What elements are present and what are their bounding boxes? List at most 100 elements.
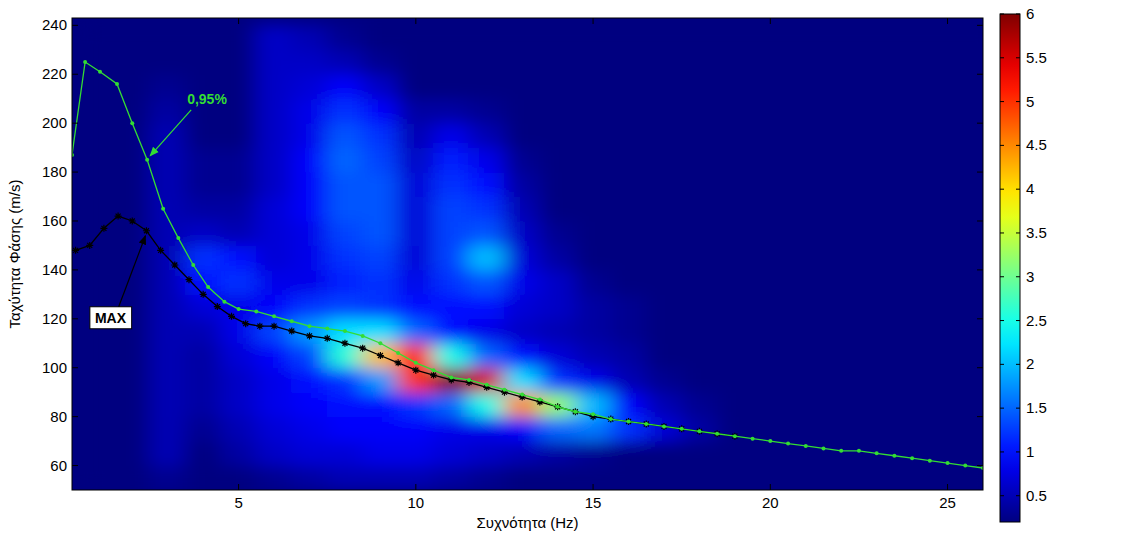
y-tick <box>72 25 78 26</box>
heatmap-cell <box>823 74 859 99</box>
heatmap-cell <box>114 49 150 74</box>
x-tick-label: 20 <box>762 494 779 511</box>
heatmap-cell <box>858 294 894 319</box>
series-marker <box>644 422 648 426</box>
heatmap-cell <box>362 74 398 99</box>
series-marker <box>768 439 772 443</box>
series-marker <box>414 361 418 365</box>
heatmap-cell <box>681 343 717 368</box>
heatmap-cell <box>646 123 682 148</box>
heatmap-cell <box>717 49 753 74</box>
heatmap-cell <box>610 465 646 490</box>
heatmap-cell <box>220 367 256 392</box>
heatmap-cell <box>539 49 575 74</box>
heatmap-cell <box>752 294 788 319</box>
series-marker <box>697 429 701 433</box>
y-tick <box>977 74 983 75</box>
series-marker <box>130 121 134 125</box>
heatmap-cell <box>149 416 185 441</box>
heatmap-cell <box>894 465 930 490</box>
colorbar-tick <box>1016 145 1020 146</box>
heatmap-cell <box>149 269 185 294</box>
x-tick <box>593 18 594 24</box>
x-tick <box>947 18 948 24</box>
heatmap-cell <box>185 245 221 270</box>
heatmap-cell <box>220 49 256 74</box>
heatmap-cell <box>681 123 717 148</box>
heatmap-cell <box>362 294 398 319</box>
heatmap-cell <box>646 343 682 368</box>
heatmap-cell <box>610 196 646 221</box>
heatmap-cell <box>291 98 327 123</box>
y-tick-label: 240 <box>42 16 67 33</box>
heatmap-cell <box>256 392 292 417</box>
heatmap-cell <box>681 367 717 392</box>
heatmap-cell <box>469 416 505 441</box>
heatmap-cell <box>575 441 611 466</box>
heatmap-cell <box>469 25 505 50</box>
heatmap-cell <box>114 367 150 392</box>
heatmap-cell <box>469 294 505 319</box>
heatmap-cell <box>575 220 611 245</box>
series-marker <box>200 291 207 298</box>
heatmap-cell <box>256 416 292 441</box>
y-axis-title: Ταχύτητα Φάσης (m/s) <box>6 180 23 329</box>
heatmap-cell <box>788 98 824 123</box>
heatmap-cell <box>965 416 983 441</box>
series-marker <box>536 398 543 405</box>
heatmap-cell <box>149 441 185 466</box>
heatmap-cell <box>79 441 115 466</box>
heatmap-cell <box>79 196 115 221</box>
heatmap-cell <box>929 172 965 197</box>
heatmap-cell <box>539 74 575 99</box>
heatmap-cell <box>362 441 398 466</box>
heatmap-cell <box>433 294 469 319</box>
heatmap-cell <box>610 123 646 148</box>
heatmap-cell <box>256 318 292 343</box>
heatmap-cell <box>433 196 469 221</box>
heatmap-cell <box>79 147 115 172</box>
colorbar-tick <box>1000 320 1004 321</box>
heatmap-cell <box>717 392 753 417</box>
colorbar-tick <box>1000 145 1004 146</box>
heatmap-cell <box>469 196 505 221</box>
colorbar-scale <box>1000 14 1020 522</box>
heatmap-cell <box>185 123 221 148</box>
colorbar-tick-label: 5 <box>1026 93 1034 110</box>
heatmap-cell <box>256 367 292 392</box>
series-marker <box>786 442 790 446</box>
heatmap-cell <box>965 318 983 343</box>
heatmap-cell <box>681 294 717 319</box>
series-marker <box>928 459 932 463</box>
heatmap-cell <box>823 318 859 343</box>
heatmap-cell <box>539 392 575 417</box>
heatmap-cell <box>858 441 894 466</box>
y-tick-label: 120 <box>42 310 67 327</box>
heatmap-cell <box>858 343 894 368</box>
colorbar-tick-label: 2 <box>1026 355 1034 372</box>
heatmap-cell <box>220 196 256 221</box>
series-marker <box>963 464 967 468</box>
y-tick-label: 80 <box>50 408 67 425</box>
heatmap-cell <box>681 147 717 172</box>
heatmap-cell <box>220 465 256 490</box>
heatmap-cell <box>149 74 185 99</box>
heatmap-cell <box>469 392 505 417</box>
series-marker <box>185 276 192 283</box>
colorbar: 0.511.522.533.544.555.56 <box>1000 5 1047 522</box>
heatmap-cell <box>256 147 292 172</box>
heatmap-cell <box>185 392 221 417</box>
colorbar-tick <box>1016 276 1020 277</box>
series-line <box>72 62 983 468</box>
heatmap-cell <box>291 416 327 441</box>
heatmap-cell <box>752 98 788 123</box>
heatmap-cell <box>894 245 930 270</box>
heatmap-cell <box>327 49 363 74</box>
heatmap-cell <box>965 220 983 245</box>
heatmap-cell <box>965 25 983 50</box>
heatmap-cell <box>327 441 363 466</box>
colorbar-tick-label: 1 <box>1026 443 1034 460</box>
heatmap-cell <box>362 98 398 123</box>
heatmap-cell <box>610 74 646 99</box>
heatmap-cell <box>788 172 824 197</box>
